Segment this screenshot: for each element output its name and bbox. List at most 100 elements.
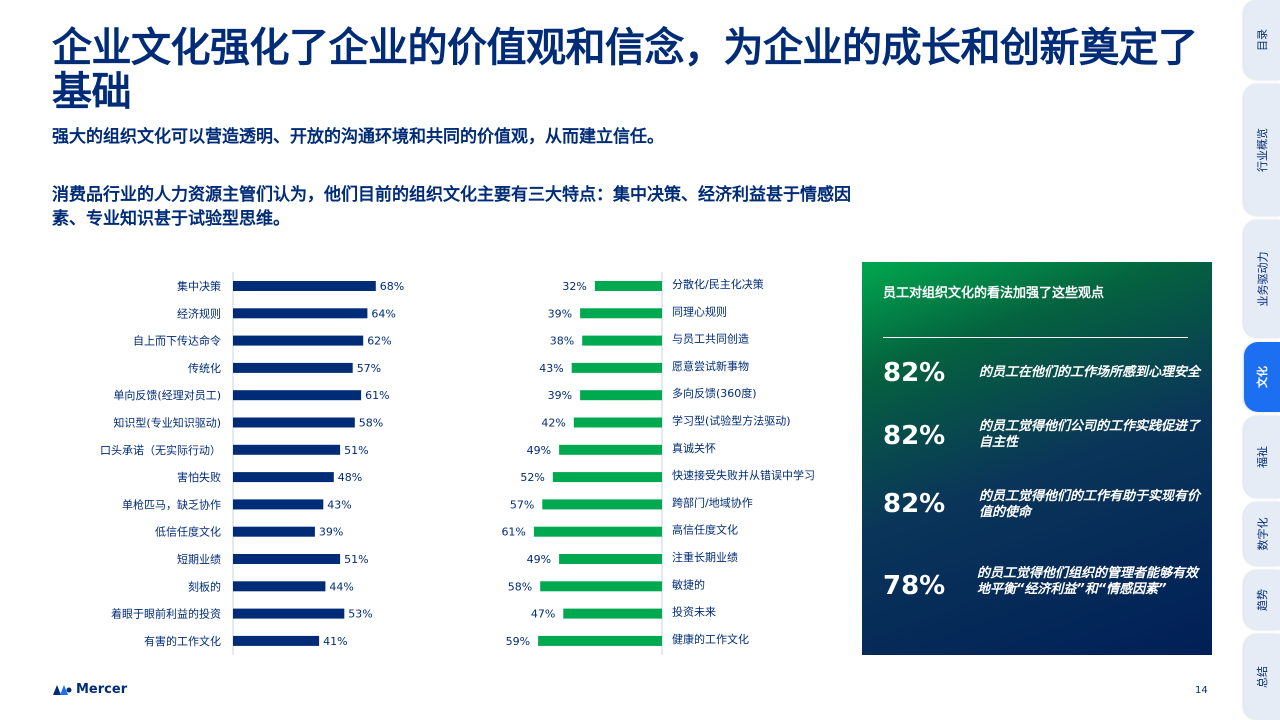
right-chart-bar — [559, 444, 662, 455]
left-chart-category-label: 有害的工作文化 — [144, 634, 221, 648]
nav-tab-label: 业务驱动力 — [1256, 251, 1269, 307]
right-chart-data-label: 58% — [508, 580, 532, 593]
right-chart-data-label: 49% — [527, 553, 551, 566]
left-chart-data-label: 48% — [338, 471, 362, 484]
right-chart-category-label: 快速接受失败并从错误中学习 — [672, 468, 815, 482]
right-chart-data-label: 32% — [562, 280, 586, 293]
mercer-logo: Mercer — [52, 682, 127, 697]
nav-tab-label: 文化 — [1256, 366, 1269, 388]
left-chart-bar — [233, 554, 341, 564]
page-title: 企业文化强化了企业的价值观和信念，为企业的成长和创新奠定了基础 — [52, 25, 1198, 115]
left-chart-bar — [233, 417, 355, 428]
right-chart-category-label: 学习型(试验型方法驱动) — [672, 414, 791, 428]
nav-tab-trends[interactable]: 趋势 — [1244, 570, 1280, 630]
right-chart-bar — [582, 335, 662, 346]
right-chart-category-label: 健康的工作文化 — [672, 632, 749, 646]
right-chart-data-label: 39% — [548, 389, 572, 402]
left-chart-data-label: 68% — [380, 280, 404, 293]
right-chart-data-label: 38% — [550, 335, 574, 348]
left-chart-bar — [233, 472, 334, 483]
left-chart-data-label: 51% — [344, 444, 368, 457]
panel-heading: 员工对组织文化的看法加强了这些观点 — [883, 286, 1105, 301]
stat-description: 的员工觉得他们公司的工作实践促进了自主性 — [979, 419, 1201, 450]
right-chart-bar — [580, 308, 662, 319]
left-chart-data-label: 39% — [319, 526, 343, 539]
nav-tab-label: 福祉 — [1256, 446, 1269, 468]
stat-description: 的员工在他们的工作场所感到心理安全 — [979, 365, 1201, 380]
right-chart-bar — [571, 362, 662, 373]
right-chart-bar — [538, 635, 662, 646]
right-chart-bar — [594, 281, 662, 291]
nav-tab-business-drivers[interactable]: 业务驱动力 — [1244, 220, 1280, 338]
right-chart-bar — [542, 499, 662, 510]
left-chart-bar — [233, 308, 368, 319]
right-chart-bar — [533, 526, 662, 537]
nav-tab-digital[interactable]: 数字化 — [1244, 502, 1280, 566]
right-chart-bar — [573, 417, 662, 428]
stat-percentage: 82% — [883, 358, 946, 388]
left-chart-data-label: 41% — [323, 635, 347, 648]
left-chart-data-label: 61% — [365, 389, 389, 402]
right-chart-data-label: 43% — [539, 362, 563, 375]
lead-paragraph: 消费品行业的人力资源主管们认为，他们目前的组织文化主要有三大特点：集中决策、经济… — [52, 185, 851, 229]
right-chart-data-label: 59% — [506, 635, 530, 648]
left-chart-bar — [233, 499, 324, 510]
right-chart-category-label: 分散化/民主化决策 — [672, 277, 764, 291]
left-chart-bar — [233, 335, 364, 346]
right-chart-bar — [580, 390, 662, 401]
left-chart-category-label: 单枪匹马，缺乏协作 — [122, 497, 221, 511]
page-subtitle: 强大的组织文化可以营造透明、开放的沟通环境和共同的价值观，从而建立信任。 — [52, 127, 664, 147]
left-chart-bar — [233, 635, 320, 646]
left-chart-data-label: 53% — [348, 608, 372, 621]
nav-tab-label: 总结 — [1256, 666, 1269, 688]
nav-tab-culture[interactable]: 文化 — [1244, 342, 1280, 412]
nav-tab-contents[interactable]: 目录 — [1244, 0, 1280, 80]
right-chart-bar — [563, 608, 662, 619]
right-chart-category-label: 同理心规则 — [672, 304, 727, 318]
left-chart-data-label: 51% — [344, 553, 368, 566]
left-chart-category-label: 单向反馈(经理对员工) — [113, 388, 221, 402]
stat-description: 的员工觉得他们的工作有助于实现有价值的使命 — [979, 489, 1201, 520]
nav-tab-label: 目录 — [1256, 29, 1269, 51]
left-chart-data-label: 44% — [329, 580, 353, 593]
left-chart-category-label: 传统化 — [188, 361, 221, 375]
left-chart-category-label: 着眼于眼前利益的投资 — [111, 607, 221, 621]
left-chart-data-label: 58% — [359, 417, 383, 430]
right-chart-data-label: 49% — [527, 444, 551, 457]
left-chart-data-label: 57% — [357, 362, 381, 375]
left-chart-category-label: 刻板的 — [188, 579, 221, 593]
right-chart-category-label: 敏捷的 — [672, 577, 705, 591]
right-chart-data-label: 52% — [520, 471, 544, 484]
left-chart-category-label: 集中决策 — [177, 279, 221, 293]
left-chart-data-label: 62% — [367, 335, 391, 348]
nav-tab-label: 行业概览 — [1256, 128, 1269, 172]
nav-tab-label: 趋势 — [1256, 589, 1269, 611]
right-chart-data-label: 47% — [531, 608, 555, 621]
right-chart-category-label: 与员工共同创造 — [672, 332, 749, 346]
left-chart-bar — [233, 390, 362, 401]
mercer-logo-icon — [53, 684, 72, 695]
logo-text: Mercer — [76, 682, 128, 697]
right-chart-category-label: 跨部门/地域协作 — [672, 495, 753, 509]
nav-tab-industry-overview[interactable]: 行业概览 — [1244, 84, 1280, 216]
left-chart-bar — [233, 581, 326, 592]
nav-tab-summary[interactable]: 总结 — [1244, 634, 1280, 720]
stat-percentage: 82% — [883, 421, 946, 451]
right-chart-data-label: 42% — [541, 417, 565, 430]
right-chart-category-label: 注重长期业绩 — [672, 550, 738, 564]
left-chart-category-label: 害怕失败 — [177, 470, 221, 484]
left-chart-bar — [233, 281, 376, 291]
right-chart-bar — [559, 554, 662, 564]
nav-tab-label: 数字化 — [1256, 517, 1269, 551]
stat-percentage: 78% — [883, 571, 946, 601]
panel-divider — [883, 337, 1188, 338]
left-chart-category-label: 自上而下传达命令 — [133, 334, 221, 348]
nav-tab-wellbeing[interactable]: 福祉 — [1244, 416, 1280, 498]
side-navigation: 目录 行业概览 业务驱动力 文化 福祉 数字化 趋势 总结 — [1244, 0, 1280, 720]
left-chart-data-label: 43% — [327, 498, 351, 511]
left-chart-bar — [233, 526, 315, 537]
right-chart-data-label: 39% — [548, 307, 572, 320]
right-chart-category-label: 投资未来 — [672, 605, 716, 619]
right-chart-bar — [540, 581, 662, 592]
bar-charts: 集中决策 68% 经济规则 64% 自上而下传达命令 62% 传统化 57% 单向反馈(经理对员… — [100, 272, 815, 655]
